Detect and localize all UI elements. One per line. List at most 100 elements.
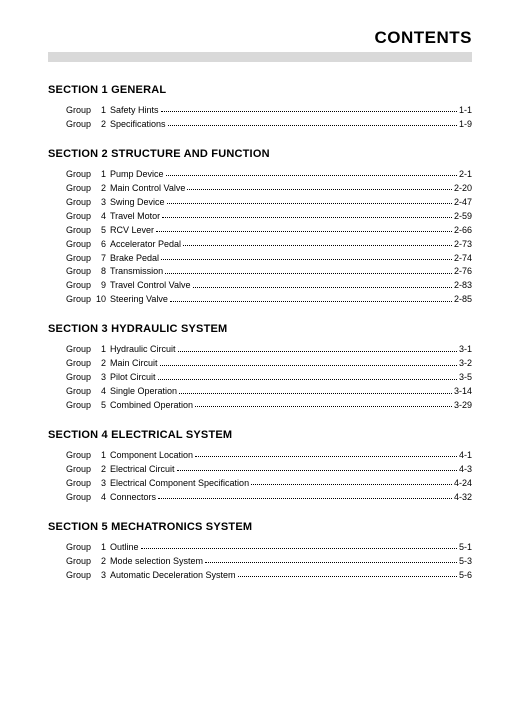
dot-leader — [178, 351, 457, 352]
group-number: 8 — [94, 265, 106, 279]
group-number: 2 — [94, 555, 106, 569]
toc-rows: Group1Pump Device2-1Group2Main Control V… — [48, 168, 472, 307]
group-word: Group — [66, 385, 94, 399]
page-number: 3-2 — [459, 357, 472, 371]
sections-list: SECTION 1 GENERALGroup1Safety Hints1-1Gr… — [48, 84, 472, 583]
group-label: Hydraulic Circuit — [110, 343, 176, 357]
toc-row: Group9Travel Control Valve2-83 — [66, 279, 472, 293]
group-word: Group — [66, 293, 94, 307]
group-word: Group — [66, 477, 94, 491]
group-number: 4 — [94, 385, 106, 399]
dot-leader — [195, 406, 452, 407]
group-word: Group — [66, 104, 94, 118]
group-word: Group — [66, 343, 94, 357]
dot-leader — [170, 301, 452, 302]
toc-row: Group4Travel Motor2-59 — [66, 210, 472, 224]
page-number: 5-3 — [459, 555, 472, 569]
section-title: SECTION 1 GENERAL — [48, 84, 472, 96]
group-number: 2 — [94, 118, 106, 132]
toc-row: Group10Steering Valve2-85 — [66, 293, 472, 307]
group-label: Main Circuit — [110, 357, 158, 371]
page-number: 3-14 — [454, 385, 472, 399]
group-number: 1 — [94, 104, 106, 118]
page-number: 2-76 — [454, 265, 472, 279]
toc-row: Group4Single Operation3-14 — [66, 385, 472, 399]
group-word: Group — [66, 238, 94, 252]
dot-leader — [166, 175, 457, 176]
toc-row: Group1Component Location4-1 — [66, 449, 472, 463]
group-label: Electrical Circuit — [110, 463, 175, 477]
group-word: Group — [66, 210, 94, 224]
toc-rows: Group1Outline5-1Group2Mode selection Sys… — [48, 541, 472, 583]
toc-row: Group2Main Circuit3-2 — [66, 357, 472, 371]
group-word: Group — [66, 252, 94, 266]
dot-leader — [158, 379, 457, 380]
toc-row: Group3Pilot Circuit3-5 — [66, 371, 472, 385]
page-number: 2-73 — [454, 238, 472, 252]
toc-row: Group3Swing Device2-47 — [66, 196, 472, 210]
group-word: Group — [66, 555, 94, 569]
group-label: Swing Device — [110, 196, 165, 210]
dot-leader — [251, 484, 452, 485]
group-number: 7 — [94, 252, 106, 266]
toc-rows: Group1Component Location4-1Group2Electri… — [48, 449, 472, 505]
dot-leader — [179, 393, 452, 394]
group-number: 1 — [94, 449, 106, 463]
page-number: 2-59 — [454, 210, 472, 224]
group-label: Connectors — [110, 491, 156, 505]
dot-leader — [177, 470, 457, 471]
group-word: Group — [66, 279, 94, 293]
page-title: CONTENTS — [48, 28, 472, 48]
dot-leader — [193, 287, 452, 288]
group-number: 10 — [94, 293, 106, 307]
page-number: 5-1 — [459, 541, 472, 555]
toc-row: Group2Main Control Valve2-20 — [66, 182, 472, 196]
group-label: Travel Motor — [110, 210, 160, 224]
page-number: 3-1 — [459, 343, 472, 357]
section: SECTION 5 MECHATRONICS SYSTEMGroup1Outli… — [48, 521, 472, 583]
toc-row: Group1Outline5-1 — [66, 541, 472, 555]
group-number: 3 — [94, 477, 106, 491]
dot-leader — [158, 498, 452, 499]
toc-rows: Group1Hydraulic Circuit3-1Group2Main Cir… — [48, 343, 472, 413]
toc-row: Group2Electrical Circuit4-3 — [66, 463, 472, 477]
page-number: 4-24 — [454, 477, 472, 491]
group-number: 6 — [94, 238, 106, 252]
group-word: Group — [66, 265, 94, 279]
toc-row: Group3Automatic Deceleration System5-6 — [66, 569, 472, 583]
group-number: 2 — [94, 357, 106, 371]
section: SECTION 1 GENERALGroup1Safety Hints1-1Gr… — [48, 84, 472, 132]
group-number: 3 — [94, 196, 106, 210]
group-word: Group — [66, 182, 94, 196]
page-number: 4-32 — [454, 491, 472, 505]
toc-row: Group1Safety Hints1-1 — [66, 104, 472, 118]
dot-leader — [187, 189, 452, 190]
group-label: Combined Operation — [110, 399, 193, 413]
group-word: Group — [66, 449, 94, 463]
dot-leader — [168, 125, 457, 126]
group-number: 5 — [94, 399, 106, 413]
page-number: 2-66 — [454, 224, 472, 238]
page-number: 3-5 — [459, 371, 472, 385]
group-number: 9 — [94, 279, 106, 293]
group-number: 1 — [94, 343, 106, 357]
page-number: 4-1 — [459, 449, 472, 463]
group-number: 5 — [94, 224, 106, 238]
dot-leader — [183, 245, 452, 246]
page-number: 4-3 — [459, 463, 472, 477]
group-word: Group — [66, 463, 94, 477]
dot-leader — [167, 203, 452, 204]
group-label: Steering Valve — [110, 293, 168, 307]
page-number: 2-74 — [454, 252, 472, 266]
group-label: Electrical Component Specification — [110, 477, 249, 491]
section-title: SECTION 5 MECHATRONICS SYSTEM — [48, 521, 472, 533]
group-label: Safety Hints — [110, 104, 159, 118]
toc-row: Group3 Electrical Component Specification… — [66, 477, 472, 491]
group-label: Specifications — [110, 118, 166, 132]
group-label: Outline — [110, 541, 139, 555]
toc-rows: Group1Safety Hints1-1Group2Specification… — [48, 104, 472, 132]
toc-row: Group4Connectors4-32 — [66, 491, 472, 505]
section-title: SECTION 4 ELECTRICAL SYSTEM — [48, 429, 472, 441]
group-word: Group — [66, 224, 94, 238]
toc-row: Group2Mode selection System5-3 — [66, 555, 472, 569]
